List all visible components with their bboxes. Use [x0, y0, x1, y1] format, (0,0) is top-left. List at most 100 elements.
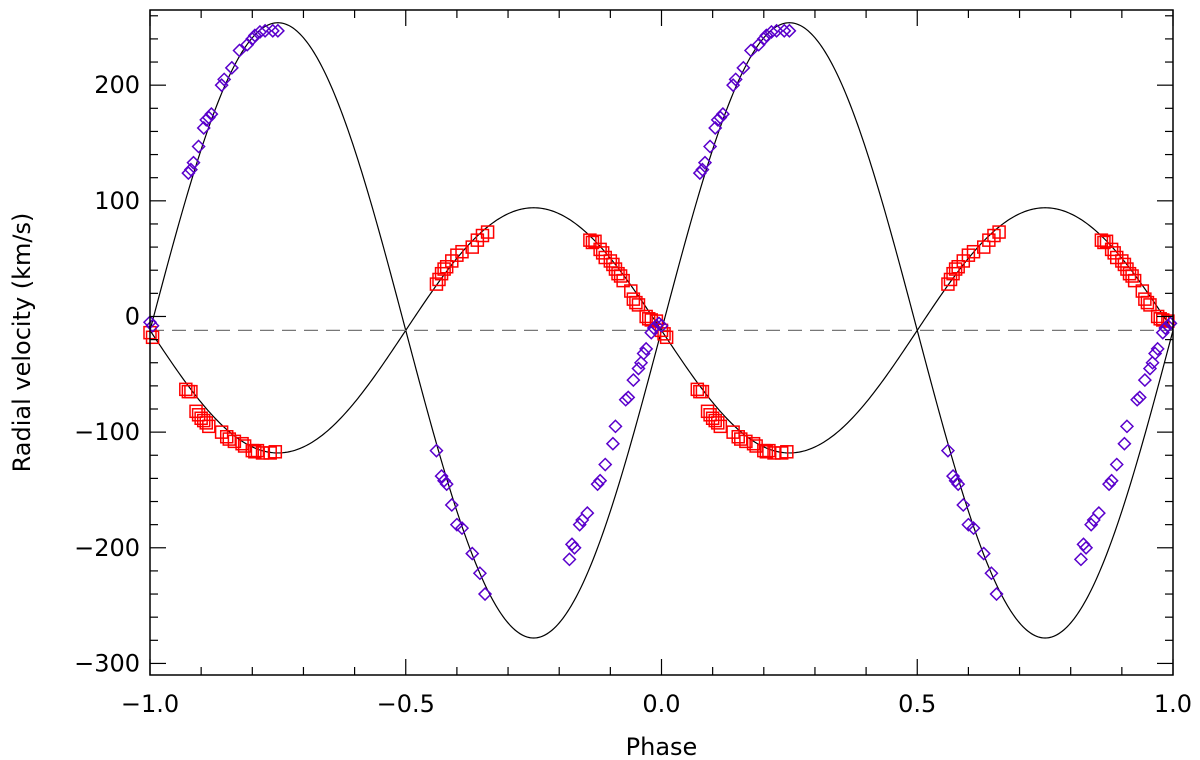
primary-point: [739, 434, 753, 449]
primary-point: [1125, 269, 1139, 283]
y-tick-label: 0: [125, 302, 140, 330]
primary-point: [595, 246, 610, 260]
x-tick-label: −1.0: [121, 690, 179, 718]
primary-point: [585, 235, 600, 250]
primary-point: [184, 384, 198, 399]
secondary-point: [580, 506, 595, 521]
secondary-point: [265, 23, 280, 38]
primary-point: [583, 233, 597, 247]
primary-point: [608, 262, 623, 276]
primary-point: [695, 384, 710, 399]
primary-point: [631, 298, 646, 312]
primary-point: [731, 430, 745, 444]
secondary-point: [1109, 457, 1124, 472]
secondary-point: [196, 120, 211, 136]
secondary-point: [759, 28, 774, 43]
secondary-point: [708, 120, 723, 136]
primary-point: [434, 266, 449, 281]
secondary-point: [1150, 341, 1165, 356]
secondary-point: [562, 552, 577, 567]
x-tick-label: 0.0: [642, 690, 680, 718]
secondary-point: [989, 586, 1004, 602]
primary-point: [235, 436, 249, 451]
secondary-point: [145, 318, 160, 333]
secondary-point: [1142, 361, 1158, 376]
secondary-point: [956, 497, 971, 513]
secondary-point: [1102, 477, 1117, 492]
secondary-point: [590, 477, 605, 492]
primary-point: [202, 419, 216, 434]
primary-point: [199, 416, 214, 430]
primary-point: [1097, 235, 1111, 250]
secondary-point: [434, 469, 449, 484]
secondary-point: [567, 540, 582, 555]
primary-point: [780, 445, 794, 459]
primary-point: [982, 233, 996, 247]
primary-point: [987, 228, 1001, 243]
primary-point: [616, 273, 630, 288]
primary-point: [250, 443, 265, 458]
primary-point: [659, 330, 674, 345]
secondary-point: [605, 436, 620, 451]
primary-point: [1109, 250, 1124, 265]
primary-point: [767, 446, 781, 460]
secondary-point: [186, 155, 201, 170]
secondary-point: [217, 72, 232, 87]
secondary-point: [191, 139, 206, 154]
secondary-point: [756, 31, 771, 46]
secondary-point: [247, 28, 262, 43]
primary-point: [437, 262, 451, 276]
secondary-point: [429, 443, 444, 458]
secondary-point: [214, 78, 229, 93]
secondary-point: [1104, 473, 1119, 488]
secondary-point: [631, 361, 646, 376]
secondary-point: [692, 166, 707, 181]
primary-point: [470, 233, 485, 247]
y-tick-labels: −300 −200 −100 0 100 200: [74, 71, 140, 677]
secondary-point: [477, 586, 493, 602]
secondary-point: [608, 419, 623, 434]
secondary-point: [636, 346, 651, 361]
primary-point: [189, 404, 203, 419]
primary-point: [611, 266, 625, 281]
primary-point: [219, 430, 234, 444]
y-tick-label: 200: [94, 71, 140, 99]
primary-point: [1122, 266, 1137, 281]
primary-point: [629, 295, 643, 310]
primary-points: [143, 225, 1175, 460]
secondary-point: [782, 23, 797, 38]
secondary-point: [465, 546, 480, 561]
secondary-point: [743, 43, 759, 58]
secondary-point: [1163, 316, 1178, 331]
secondary-point: [245, 31, 260, 46]
x-tick-label: 0.5: [898, 690, 936, 718]
secondary-points: [142, 23, 1178, 602]
x-axis-label: Phase: [626, 733, 698, 760]
primary-point: [222, 432, 237, 446]
y-tick-label: −200: [74, 534, 140, 562]
secondary-point: [1078, 540, 1094, 555]
primary-point: [598, 250, 612, 265]
secondary-point: [639, 341, 654, 356]
primary-point: [1127, 273, 1142, 288]
y-axis-label: Radial velocity (km/s): [8, 213, 36, 473]
primary-point: [248, 445, 262, 459]
secondary-point: [1137, 373, 1152, 388]
secondary-point: [951, 477, 966, 492]
secondary-point: [1073, 552, 1088, 567]
primary-point: [966, 244, 981, 259]
secondary-point: [984, 566, 999, 581]
primary-point: [946, 266, 960, 281]
secondary-point: [224, 60, 239, 75]
primary-point: [700, 404, 715, 419]
primary-point: [762, 443, 776, 458]
primary-point: [726, 425, 740, 439]
primary-point: [227, 434, 242, 449]
secondary-point: [654, 318, 669, 333]
primary-point: [263, 446, 277, 460]
primary-point: [593, 242, 607, 257]
secondary-point: [697, 155, 713, 170]
primary-point: [976, 240, 991, 254]
secondary-point: [454, 521, 470, 536]
secondary-point: [726, 78, 741, 93]
